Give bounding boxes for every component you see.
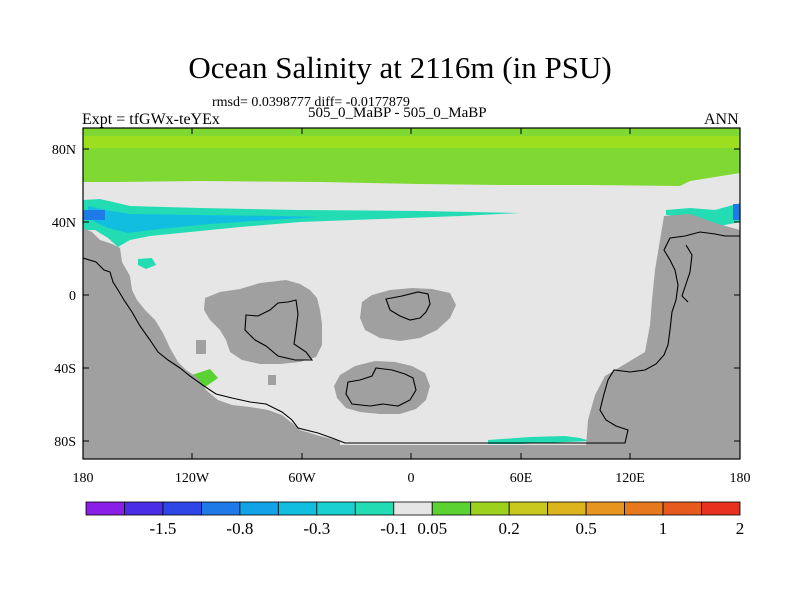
colorbar-label-3: -0.1 <box>380 519 407 538</box>
colorbar-label-6: 0.5 <box>575 519 596 538</box>
longitude-axis: 180 120W 60W 0 60E 120E 180 <box>73 128 751 486</box>
colorbar-box-6 <box>316 501 356 516</box>
northeast-cyan-patch <box>666 203 740 226</box>
arctic-band-highlight <box>83 136 740 148</box>
colorbar-box-0 <box>85 501 125 516</box>
lon-tick-120e: 120E <box>615 471 645 486</box>
lon-tick-0: 0 <box>408 471 415 486</box>
colorbar-box-15 <box>662 501 702 516</box>
colorbar-label-5: 0.2 <box>499 519 520 538</box>
southern-coastal-land <box>340 445 600 459</box>
colorbar-label-7: 1 <box>659 519 668 538</box>
small-island-b <box>268 375 276 385</box>
colorbar-box-10 <box>470 501 510 516</box>
colorbar-box-16 <box>701 501 741 516</box>
lon-tick-60e: 60E <box>510 471 533 486</box>
colorbar-box-14 <box>624 501 664 516</box>
lat-tick-80n: 80N <box>52 143 76 158</box>
colorbar-label-1: -0.8 <box>226 519 253 538</box>
western-continent <box>83 228 340 459</box>
colorbar-box-7 <box>354 501 395 516</box>
coastlines <box>83 231 740 444</box>
colorbar-box-3 <box>201 501 241 516</box>
small-cyan-patch <box>138 258 156 269</box>
colorbar-box-1 <box>124 501 164 516</box>
statistics-text: rmsd= 0.0398777 diff= -0.0177879 <box>212 95 410 110</box>
lat-tick-40s: 40S <box>54 362 76 377</box>
colorbar-label-8: 2 <box>736 519 745 538</box>
colorbar-box-4 <box>239 501 279 516</box>
colorbar-label-2: -0.3 <box>303 519 330 538</box>
colorbar-box-13 <box>585 501 625 516</box>
page-title: Ocean Salinity at 2116m (in PSU) <box>188 50 612 85</box>
colorbar-box-12 <box>547 501 587 516</box>
lon-tick-120w: 120W <box>175 471 210 486</box>
colorbar-box-9 <box>431 501 472 516</box>
lon-tick-180w: 180 <box>73 471 94 486</box>
lat-tick-0: 0 <box>69 289 76 304</box>
land-masses <box>83 214 740 459</box>
central-east-landmass <box>360 288 456 341</box>
southern-cyan-strip <box>488 436 590 444</box>
northern-blue-core <box>88 206 320 233</box>
northern-cyan-band <box>83 199 520 247</box>
colorbar-box-11 <box>508 501 549 516</box>
lat-tick-40n: 40N <box>52 216 76 231</box>
experiment-label: Expt = tfGWx-teYEx <box>82 111 220 128</box>
eastern-continent <box>585 214 740 459</box>
northern-blue-patch <box>83 210 105 220</box>
colorbar-label-4: 0.05 <box>417 519 447 538</box>
colorbar-box-8 <box>393 501 433 516</box>
comparison-subtitle: 505_0_MaBP - 505_0_MaBP <box>308 105 487 121</box>
latitude-axis: 80N 40N 0 40S 80S <box>52 143 740 450</box>
lon-tick-180e: 180 <box>730 471 751 486</box>
season-label: ANN <box>704 111 739 128</box>
northeast-blue-patch <box>733 204 740 220</box>
lon-tick-60w: 60W <box>288 471 316 486</box>
colorbar-label-0: -1.5 <box>149 519 176 538</box>
small-island-a <box>196 340 206 354</box>
lat-tick-80s: 80S <box>54 435 76 450</box>
colorbar: -1.5 -0.8 -0.3 -0.1 0.05 0.2 0.5 1 2 <box>85 501 745 538</box>
colorbar-box-5 <box>277 501 318 516</box>
colorbar-box-2 <box>162 501 202 516</box>
